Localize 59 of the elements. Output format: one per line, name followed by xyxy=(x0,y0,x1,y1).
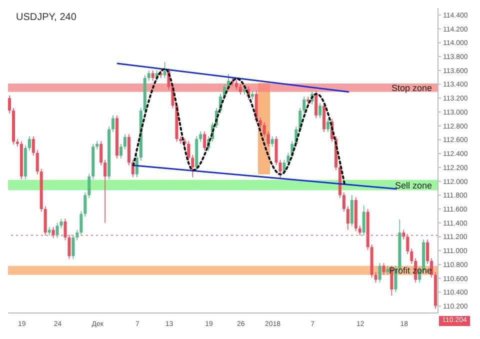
band-label: Stop zone xyxy=(391,82,432,93)
candlestick xyxy=(36,150,39,175)
candlestick xyxy=(282,159,286,175)
candlestick xyxy=(426,239,430,264)
candlestick xyxy=(410,248,414,264)
candlestick xyxy=(406,234,410,254)
candlestick xyxy=(123,134,126,150)
candlestick xyxy=(203,130,206,152)
candlestick xyxy=(16,138,19,148)
candlestick xyxy=(262,122,266,138)
candlestick xyxy=(32,136,35,156)
candlestick xyxy=(112,115,115,132)
candlestick xyxy=(88,173,91,198)
candlestick xyxy=(56,222,59,239)
candlestick xyxy=(147,70,150,82)
chart-title: USDJPY, 240 xyxy=(16,12,76,23)
candlestick xyxy=(326,118,330,132)
candlestick xyxy=(84,192,87,218)
candlestick xyxy=(346,206,350,230)
band-label: Sell zone xyxy=(394,180,432,190)
candlestick xyxy=(238,84,242,96)
candlestick xyxy=(358,225,362,236)
candlestick xyxy=(378,262,382,283)
line-series xyxy=(132,68,346,184)
candlestick xyxy=(60,218,63,229)
candlestick xyxy=(52,226,55,239)
candlestick xyxy=(8,94,11,114)
candlestick xyxy=(386,265,390,276)
candlestick xyxy=(258,117,262,128)
candlestick xyxy=(314,90,318,119)
candlestick xyxy=(135,154,138,178)
candlestick xyxy=(278,159,282,179)
candlestick xyxy=(234,80,238,90)
candlestick xyxy=(64,218,67,241)
candlestick xyxy=(68,234,71,260)
candlestick xyxy=(187,140,190,161)
candlestick xyxy=(72,234,75,260)
candlestick xyxy=(270,136,274,148)
candlestick xyxy=(104,159,107,224)
candlestick xyxy=(322,102,326,132)
candlestick xyxy=(362,205,366,236)
candlestick xyxy=(44,206,47,236)
candlestick xyxy=(274,136,278,166)
candlestick xyxy=(191,154,194,178)
candlestick xyxy=(350,194,354,227)
candlestick xyxy=(302,96,306,114)
candlestick xyxy=(199,130,202,142)
candlestick xyxy=(318,102,322,119)
candlestick xyxy=(100,140,103,166)
candlestick xyxy=(402,229,406,240)
candlestick xyxy=(342,192,346,212)
candlestick xyxy=(119,143,122,159)
candlestick xyxy=(80,210,83,236)
candlestick xyxy=(266,130,270,148)
candlestick xyxy=(28,136,31,152)
candlestick xyxy=(151,70,154,82)
candlestick xyxy=(374,272,378,283)
candlestick xyxy=(382,262,386,276)
candlestick xyxy=(163,62,166,78)
